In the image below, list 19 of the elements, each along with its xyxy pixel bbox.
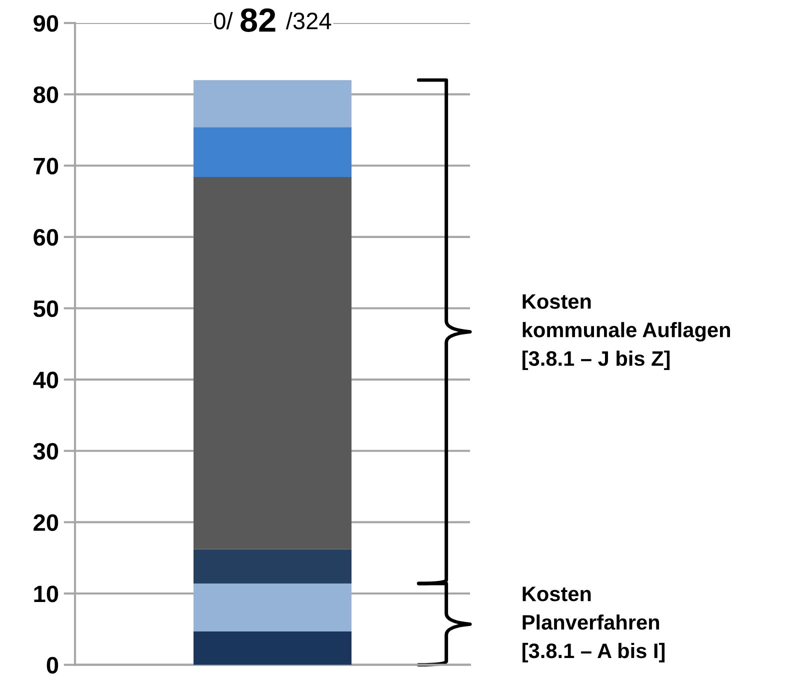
y-tick-label: 20	[34, 514, 58, 531]
y-tick-label: 30	[33, 442, 58, 460]
bar	[194, 127, 352, 178]
y-tick-label: 0	[46, 656, 58, 674]
bar	[194, 177, 352, 550]
bar	[194, 549, 352, 584]
y-tick-label: 60	[34, 229, 58, 246]
y-tick-label: 70	[34, 158, 58, 174]
text: Kosten Planverfahren [3.8.1 – A bis I]	[522, 586, 665, 662]
y-tick-label: 10	[34, 586, 58, 602]
text: Kosten kommunale Auflagen [3.8.1 – J bis Z]	[522, 294, 730, 370]
bar	[194, 584, 352, 632]
annotation: 0/ 82 /324	[214, 8, 332, 32]
bar	[194, 80, 352, 128]
y-tick-label: 90	[34, 15, 58, 32]
y-tick-label: 50	[34, 300, 58, 318]
bar	[194, 631, 352, 665]
y-tick-label: 80	[34, 86, 58, 104]
y-tick-label: 40	[33, 372, 58, 388]
